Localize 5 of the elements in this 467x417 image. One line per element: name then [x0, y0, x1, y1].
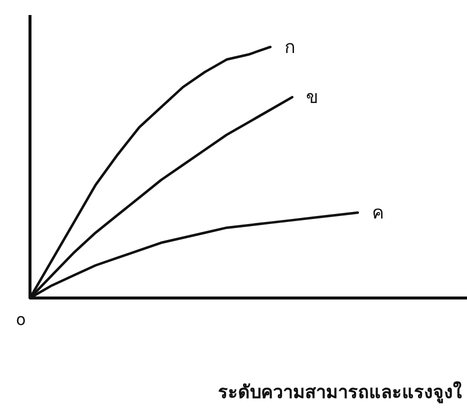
series-label: ค	[372, 202, 384, 224]
series-label: ก	[284, 36, 296, 58]
series-label: ข	[306, 87, 318, 108]
text: o	[16, 310, 26, 329]
x-axis-title: ระดับความสามารถและแรงจูงใ	[218, 381, 462, 404]
